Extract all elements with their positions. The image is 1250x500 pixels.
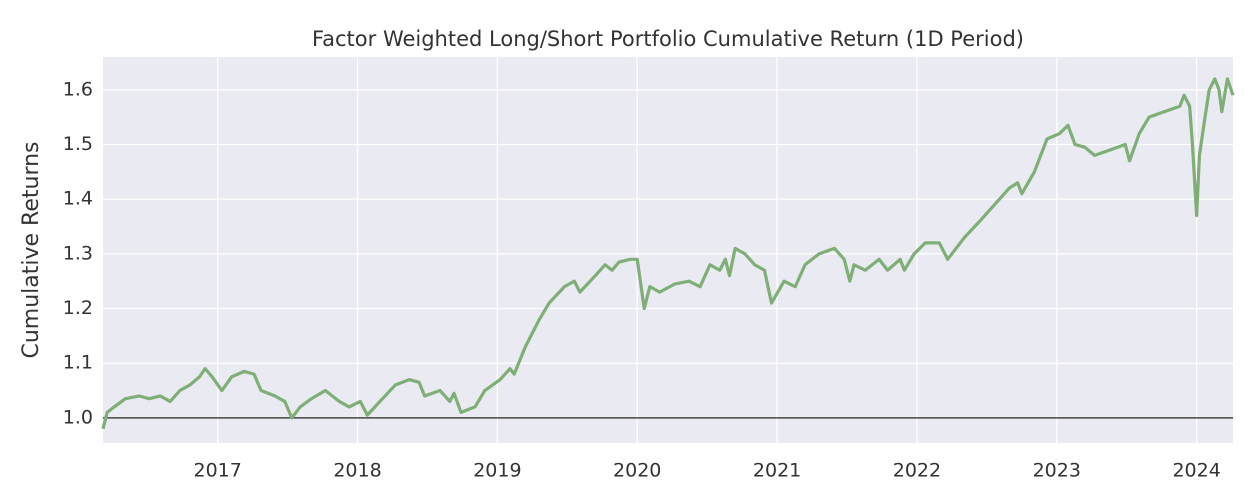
y-tick-label: 1.3: [63, 242, 93, 264]
y-tick-label: 1.4: [63, 188, 93, 210]
x-tick-label: 2024: [1172, 460, 1220, 482]
y-tick-label: 1.1: [63, 352, 93, 374]
plot-area: [103, 57, 1233, 443]
x-tick-label: 2023: [1033, 460, 1081, 482]
y-tick-label: 1.2: [63, 297, 93, 319]
y-axis-label: Cumulative Returns: [19, 141, 44, 358]
chart-title: Factor Weighted Long/Short Portfolio Cum…: [312, 27, 1024, 51]
x-tick-label: 2021: [753, 460, 801, 482]
data-line: [101, 77, 1235, 430]
y-tick-label: 1.6: [63, 78, 93, 100]
x-tick-label: 2019: [473, 460, 521, 482]
x-tick-label: 2018: [333, 460, 381, 482]
y-tick-label: 1.5: [63, 133, 93, 155]
x-tick-label: 2020: [613, 460, 661, 482]
y-tick-label: 1.0: [63, 406, 93, 428]
x-tick-label: 2017: [193, 460, 241, 482]
x-tick-label: 2022: [893, 460, 941, 482]
